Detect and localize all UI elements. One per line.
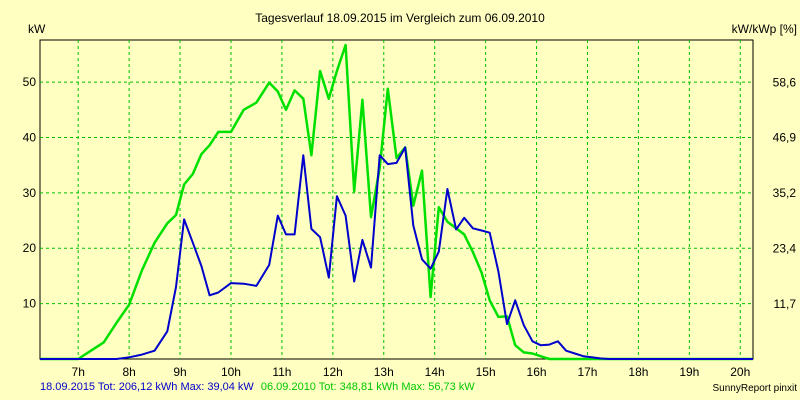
- x-tick-label: 12h: [323, 365, 343, 379]
- x-tick-label: 13h: [374, 365, 394, 379]
- y-left-tick-label: 50: [23, 75, 37, 89]
- y-axis-left-label: kW: [28, 22, 46, 36]
- chart-title: Tagesverlauf 18.09.2015 im Vergleich zum…: [255, 11, 545, 25]
- plot-area: [39, 39, 754, 360]
- x-tick-label: 17h: [577, 365, 597, 379]
- x-tick-label: 16h: [527, 365, 547, 379]
- x-tick-label: 11h: [272, 365, 291, 379]
- y-right-tick-label: 23,4: [773, 242, 797, 256]
- y-right-tick-label: 46,9: [773, 131, 797, 145]
- y-right-tick-label: 11,7: [774, 297, 797, 311]
- x-tick-label: 18h: [628, 365, 648, 379]
- x-tick-label: 15h: [476, 365, 496, 379]
- legend-series-2015: 18.09.2015 Tot: 206,12 kWh Max: 39,04 kW: [40, 381, 254, 393]
- y-left-tick-label: 20: [23, 241, 37, 255]
- legend: 18.09.2015 Tot: 206,12 kWh Max: 39,04 kW…: [40, 381, 479, 393]
- legend-series-2010: 06.09.2010 Tot: 348,81 kWh Max: 56,73 kW: [260, 381, 475, 393]
- x-tick-label: 10h: [221, 365, 241, 379]
- y-axis-right-label: kW/kWp [%]: [732, 22, 797, 36]
- y-left-tick-label: 30: [23, 186, 37, 200]
- tick-layer: 7h 8h 9h 10h 11h 12h 13h 14h 15h 16h 17h 18h 19h 20h 1…: [23, 75, 797, 379]
- y-left-tick-label: 40: [23, 130, 37, 144]
- series-layer: [40, 43, 753, 361]
- x-tick-label: 7h: [72, 365, 85, 379]
- credit-text: SunnyReport pinxit: [712, 383, 798, 394]
- x-tick-label: 19h: [679, 365, 699, 379]
- y-right-tick-label: 58,6: [773, 75, 797, 89]
- series-line-2015: [40, 146, 753, 360]
- y-left-tick-label: 10: [23, 297, 37, 311]
- y-right-tick-label: 35,2: [773, 186, 797, 200]
- x-tick-label: 14h: [425, 365, 445, 379]
- x-tick-label: 8h: [122, 365, 135, 379]
- x-tick-label: 9h: [173, 365, 186, 379]
- x-tick-label: 20h: [730, 365, 750, 379]
- grid-layer: [40, 40, 753, 359]
